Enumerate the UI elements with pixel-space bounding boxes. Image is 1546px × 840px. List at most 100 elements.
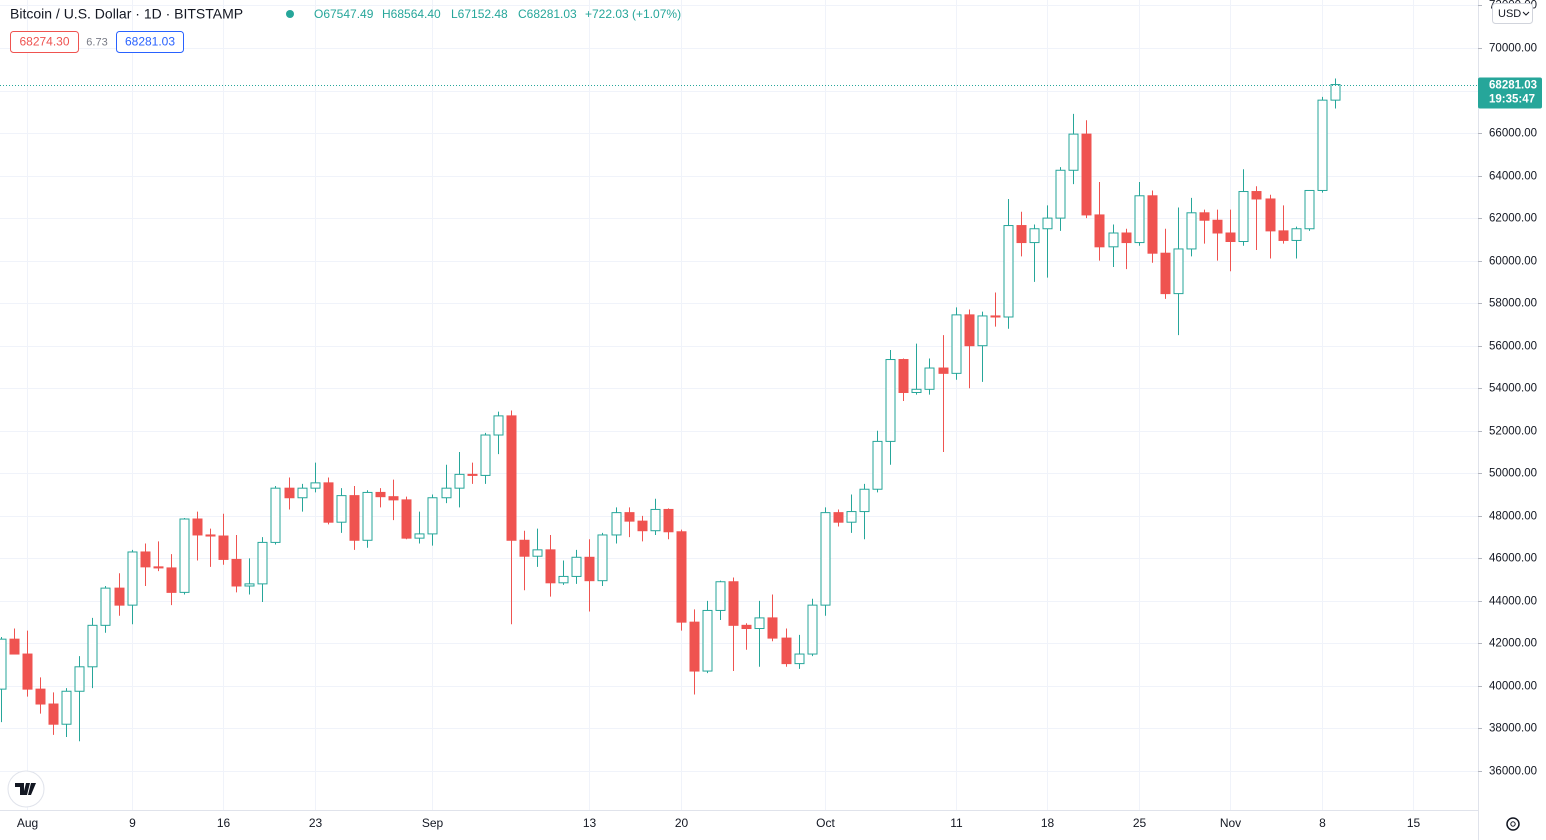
symbol-title: Bitcoin / U.S. Dollar · 1D · BITSTAMP (10, 6, 243, 22)
x-tick-label: 20 (675, 816, 689, 830)
candle-body (924, 367, 935, 390)
candle-body (1251, 191, 1262, 200)
candle-body (767, 617, 778, 639)
candle-body (964, 314, 975, 347)
candle-body (127, 551, 138, 606)
candle-body (467, 473, 478, 476)
candle-body (414, 533, 425, 539)
candle-body (284, 487, 295, 499)
candle-body (22, 653, 33, 690)
currency[interactable]: USD (1498, 8, 1521, 20)
y-tick-label: 36000.00 (1489, 766, 1537, 778)
x-tick-label: 15 (1407, 816, 1421, 830)
ask-price[interactable]: 68281.03 (125, 35, 175, 49)
candle-body (1291, 228, 1302, 241)
candle-body (741, 624, 752, 630)
x-tick-label: Sep (422, 816, 444, 830)
candle-body (1042, 217, 1053, 230)
candle-body (1003, 225, 1014, 318)
bid-price[interactable]: 68274.30 (19, 35, 69, 49)
currency-button[interactable] (1492, 3, 1533, 24)
candle-body (650, 508, 661, 532)
grid (0, 0, 1478, 810)
currency-caret[interactable] (1522, 11, 1530, 16)
candle-body (1304, 189, 1315, 230)
candle-body (977, 315, 988, 347)
candle-body (1265, 198, 1276, 232)
candle-body (1199, 212, 1210, 221)
candle-body (611, 512, 622, 536)
settings-gear[interactable] (1506, 817, 1520, 831)
ask-box[interactable] (116, 31, 184, 53)
candle-body (571, 556, 582, 577)
candle-body (257, 541, 268, 585)
candle-body (1108, 232, 1119, 248)
candle-body (441, 487, 452, 499)
y-tick-label: 70000.00 (1489, 43, 1537, 55)
y-tick-label: 54000.00 (1489, 383, 1537, 395)
candle-body (1330, 84, 1341, 101)
last-price-label: 68281.03 (1489, 80, 1537, 92)
y-tick-label: 60000.00 (1489, 256, 1537, 268)
y-tick-label: 66000.00 (1489, 128, 1537, 140)
ohlc-open: O67547.49 (314, 7, 374, 21)
candle-body (1094, 214, 1105, 248)
y-tick-label: 64000.00 (1489, 171, 1537, 183)
candle-body (1147, 195, 1158, 254)
countdown: 19:35:47 (1489, 94, 1535, 106)
x-tick-label: 16 (217, 816, 231, 830)
x-tick-label: 9 (129, 816, 136, 830)
candle-body (637, 520, 648, 532)
candle-body (270, 487, 281, 543)
candle-body (702, 609, 713, 672)
candle-body (597, 534, 608, 582)
y-tick-label: 42000.00 (1489, 638, 1537, 650)
candle-body (911, 388, 922, 393)
candle-body (388, 496, 399, 501)
candle-body (192, 518, 203, 536)
candle-body (35, 688, 46, 705)
gear-ring[interactable] (1506, 817, 1520, 831)
y-tick-label: 62000.00 (1489, 213, 1537, 225)
candle-body (349, 495, 360, 541)
candle-body (1029, 228, 1040, 244)
y-tick-label: 56000.00 (1489, 341, 1537, 353)
candle-body (454, 473, 465, 489)
candle-body (584, 556, 595, 582)
candle-body (205, 534, 216, 537)
y-tick-label: 46000.00 (1489, 553, 1537, 565)
y-tick-label: 48000.00 (1489, 511, 1537, 523)
candle-body (951, 314, 962, 374)
candle-body (401, 499, 412, 539)
candle-body (87, 624, 98, 668)
candle-body (545, 549, 556, 584)
candle-body (480, 434, 491, 476)
candle-body (558, 575, 569, 584)
candle-body (1278, 230, 1289, 241)
candle-body (519, 539, 530, 557)
candle-body (153, 566, 164, 569)
candle-body (898, 359, 909, 393)
ohlc-change: +722.03 (+1.07%) (585, 7, 681, 21)
candle-body (938, 367, 949, 374)
candle-body (336, 495, 347, 523)
gear-center[interactable] (1510, 821, 1516, 827)
candle-body (1225, 232, 1236, 243)
candle-body (244, 583, 255, 587)
candle-body (1212, 219, 1223, 234)
candle-body (0, 638, 7, 690)
x-tick-label: 23 (309, 816, 323, 830)
candles (0, 78, 1478, 742)
candle-body (728, 581, 739, 626)
bid-box[interactable] (10, 31, 79, 53)
candle-body (74, 666, 85, 692)
candle-body (362, 491, 373, 541)
candle-body (9, 638, 20, 655)
candle-body (794, 653, 805, 665)
ohlc-close: C68281.03 (518, 7, 577, 21)
candle-body (1134, 195, 1145, 244)
candle-body (48, 703, 59, 725)
candle-body (872, 440, 883, 490)
